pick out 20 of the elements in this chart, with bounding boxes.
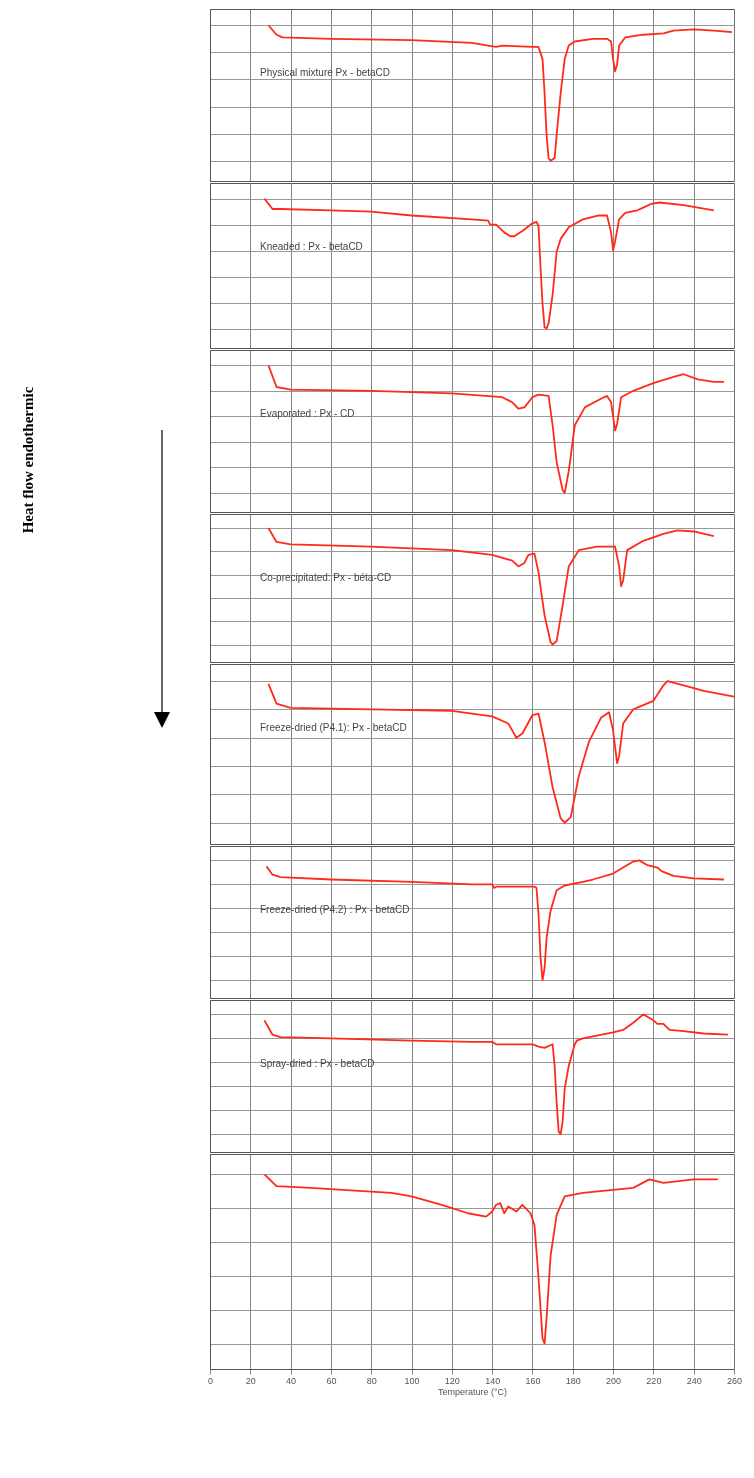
x-tick-label: 140 (485, 1375, 501, 1386)
text: Freeze-dried (P4.2) : Px - betaCD (260, 904, 410, 915)
x-tick-label: 160 (525, 1375, 541, 1386)
x-tick-label: 80 (366, 1375, 377, 1386)
x-tick-label: 120 (444, 1375, 460, 1386)
x-tick-label: 40 (286, 1375, 297, 1386)
x-tick-label: 0 (207, 1375, 214, 1386)
text: Spray-dried : Px - betaCD (260, 1058, 375, 1069)
x-tick-label: 20 (245, 1375, 256, 1386)
text: Evaporated : Px - CD (260, 408, 355, 419)
x-tick-label: 180 (565, 1375, 581, 1386)
y-axis-title: Heat flow endothermic (19, 386, 37, 534)
x-tick-label: 260 (726, 1375, 743, 1386)
x-axis-title: Temperature (°C) (437, 1386, 508, 1397)
x-tick-label: 200 (606, 1375, 622, 1386)
text: Co-precipitated: Px - béta-CD (260, 572, 392, 583)
x-tick-label: 60 (326, 1375, 337, 1386)
x-tick-label: 240 (686, 1375, 702, 1386)
x-tick-label: 100 (404, 1375, 420, 1386)
x-tick-label: 220 (646, 1375, 662, 1386)
